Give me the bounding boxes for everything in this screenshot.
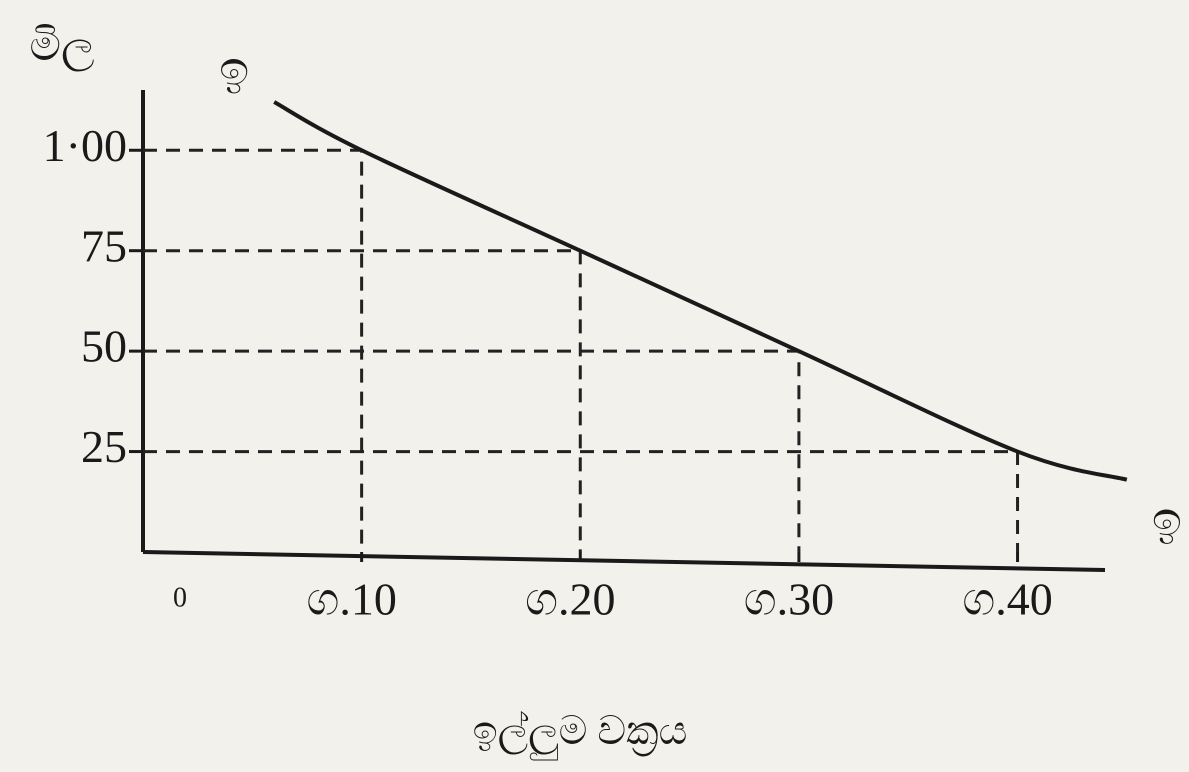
y-tick-label: 25	[81, 421, 127, 472]
x-tick-label: ග.40	[962, 574, 1052, 625]
x-axis-label: ඉල්ලුම වක්‍රය	[473, 708, 688, 761]
y-axis-label: මිල	[29, 21, 94, 71]
x-tick-label: ග.10	[306, 574, 396, 625]
curve-label: ඉ	[1152, 494, 1182, 547]
y-tick-label: 1·00	[43, 120, 127, 171]
x-axis	[142, 550, 1106, 572]
demand-curve	[273, 100, 1128, 482]
curve-label: ඉ	[219, 43, 249, 96]
y-tick-label: 75	[81, 220, 127, 271]
x-tick-label: ග.30	[744, 574, 834, 625]
origin-label: 0	[173, 582, 187, 613]
y-tick-label: 50	[81, 321, 127, 372]
x-tick-label: ග.20	[525, 574, 615, 625]
